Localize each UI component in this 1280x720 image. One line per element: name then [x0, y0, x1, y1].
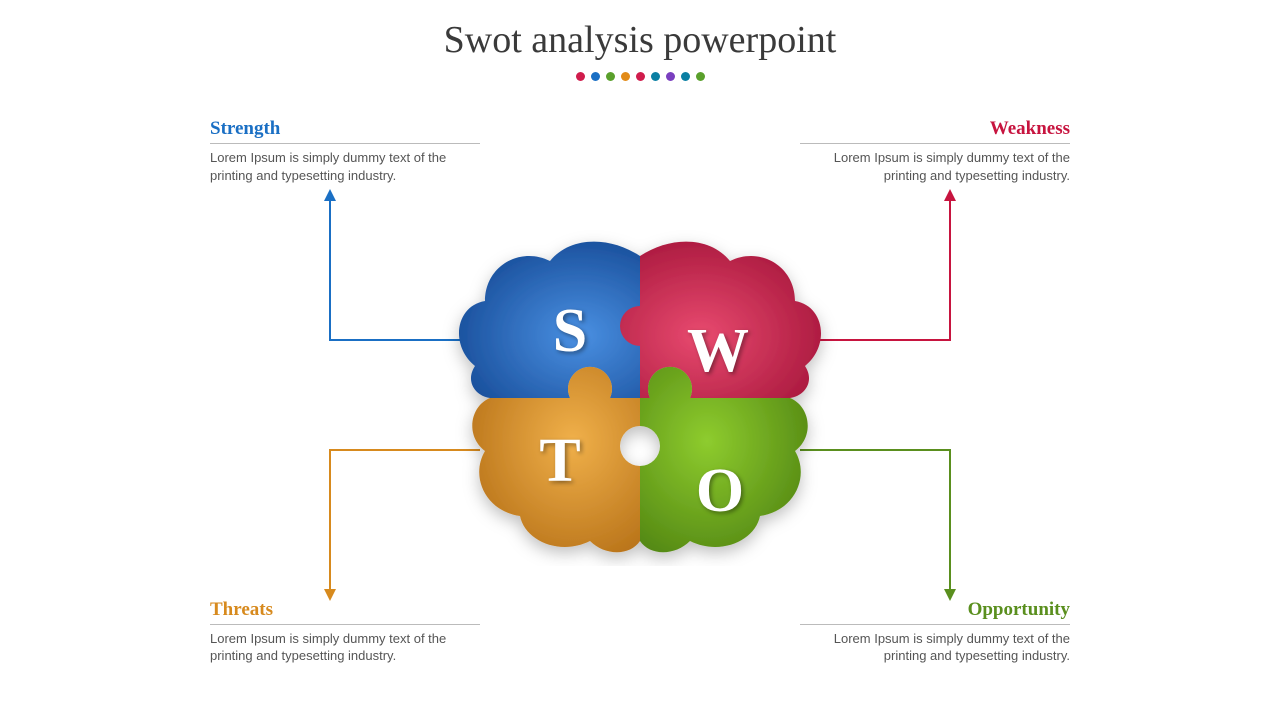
page-title: Swot analysis powerpoint — [0, 0, 1280, 62]
quadrant-threats: Threats Lorem Ipsum is simply dummy text… — [210, 599, 480, 665]
decorative-dots — [0, 72, 1280, 81]
dot — [651, 72, 660, 81]
dot — [666, 72, 675, 81]
quadrant-weakness: Weakness Lorem Ipsum is simply dummy tex… — [800, 118, 1070, 184]
letter-s: S — [553, 297, 587, 365]
letter-t: T — [539, 427, 580, 495]
quadrant-strength: Strength Lorem Ipsum is simply dummy tex… — [210, 118, 480, 184]
threats-label: Threats — [210, 599, 480, 625]
dot — [696, 72, 705, 81]
opportunity-body: Lorem Ipsum is simply dummy text of the … — [800, 630, 1070, 665]
dot — [621, 72, 630, 81]
opportunity-label: Opportunity — [800, 599, 1070, 625]
quadrant-opportunity: Opportunity Lorem Ipsum is simply dummy … — [800, 599, 1070, 665]
letter-w: W — [687, 317, 749, 385]
strength-body: Lorem Ipsum is simply dummy text of the … — [210, 149, 480, 184]
threats-body: Lorem Ipsum is simply dummy text of the … — [210, 630, 480, 665]
dot — [681, 72, 690, 81]
dot — [606, 72, 615, 81]
swot-puzzle-graphic: S W T O — [430, 226, 850, 566]
dot — [576, 72, 585, 81]
dot — [591, 72, 600, 81]
dot — [636, 72, 645, 81]
weakness-body: Lorem Ipsum is simply dummy text of the … — [800, 149, 1070, 184]
strength-label: Strength — [210, 118, 480, 144]
weakness-label: Weakness — [800, 118, 1070, 144]
letter-o: O — [696, 457, 744, 525]
